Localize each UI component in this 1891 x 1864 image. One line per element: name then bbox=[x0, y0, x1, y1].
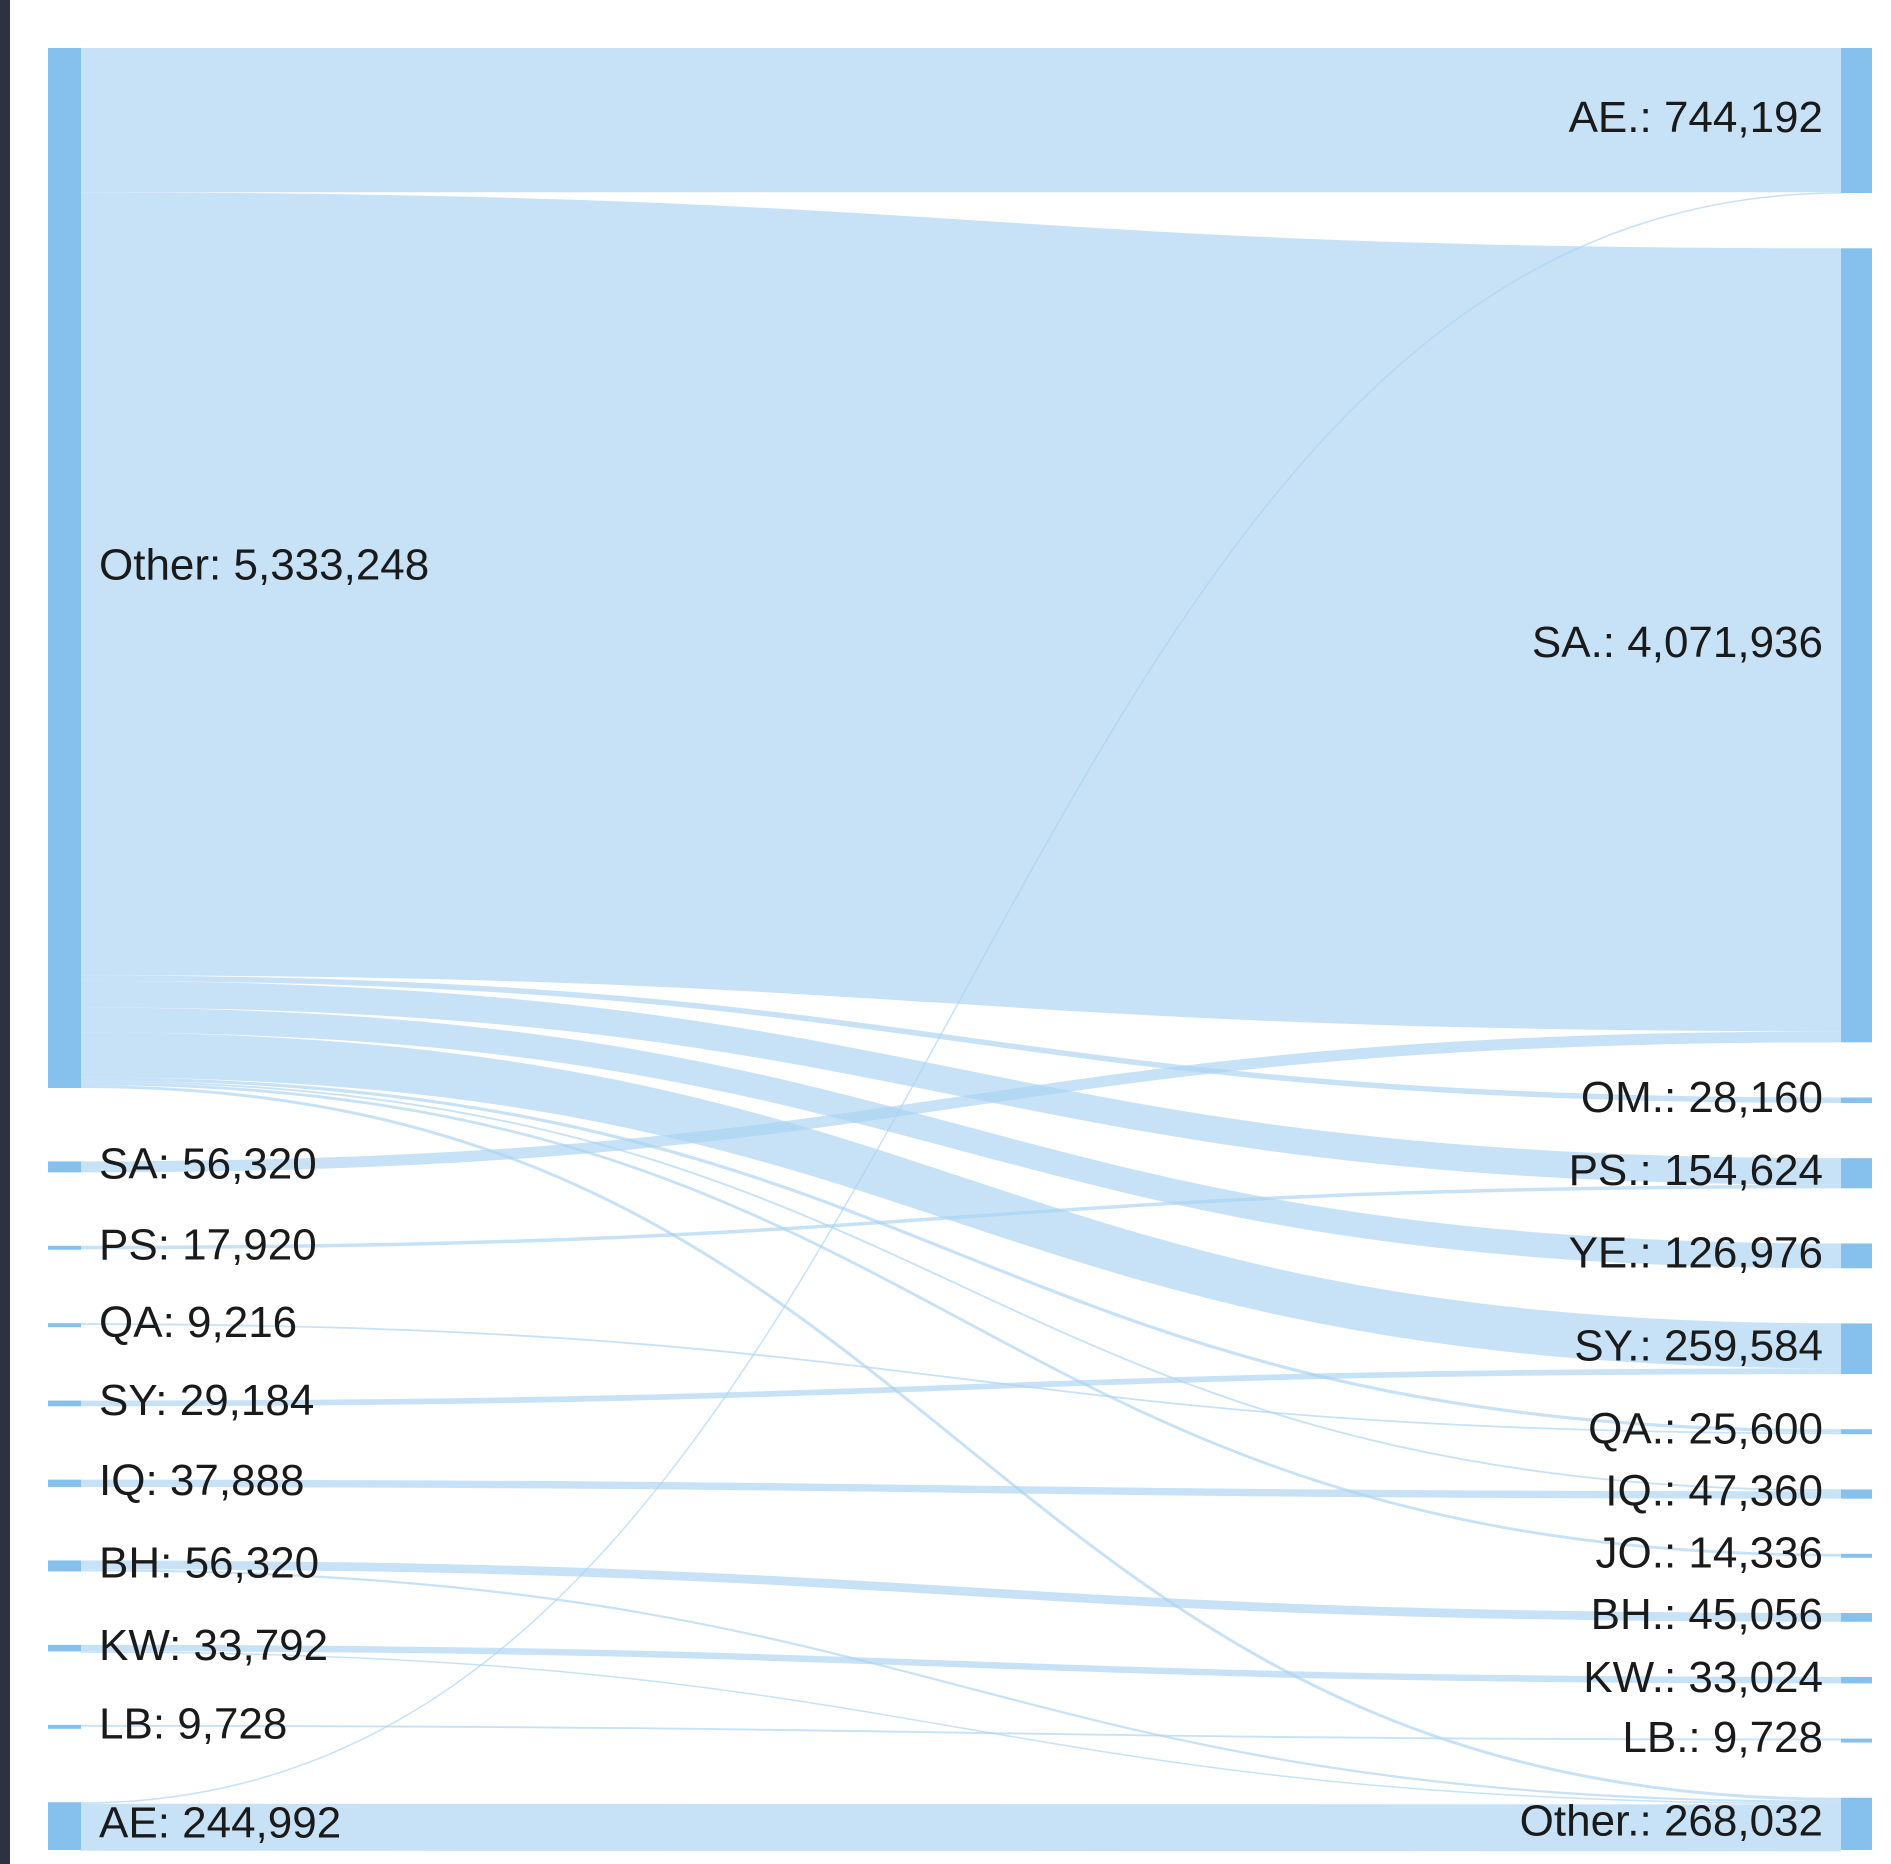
right-node bbox=[1841, 1097, 1872, 1103]
right-node bbox=[1841, 1243, 1872, 1269]
right-node-label: SY.: 259,584 bbox=[1574, 1321, 1823, 1370]
right-node-label: KW.: 33,024 bbox=[1583, 1653, 1823, 1702]
link bbox=[80, 1323, 1842, 1435]
link bbox=[80, 1077, 1842, 1433]
left-node-label: AE: 244,992 bbox=[99, 1799, 341, 1848]
link bbox=[80, 1724, 1842, 1741]
right-node bbox=[1841, 1797, 1872, 1850]
link bbox=[80, 1082, 1842, 1557]
link bbox=[80, 975, 1842, 1103]
right-node bbox=[1841, 1553, 1872, 1558]
link bbox=[80, 980, 1842, 1185]
left-node bbox=[48, 1724, 81, 1729]
right-node-label: QA.: 25,600 bbox=[1588, 1404, 1823, 1453]
right-node-label: IQ.: 47,360 bbox=[1605, 1467, 1823, 1516]
link bbox=[80, 192, 1842, 1804]
left-node-label: IQ: 37,888 bbox=[99, 1456, 304, 1505]
left-node bbox=[48, 48, 81, 1088]
left-node-label: Other: 5,333,248 bbox=[99, 541, 429, 590]
right-node-label: OM.: 28,160 bbox=[1581, 1073, 1823, 1122]
left-node-label: SA: 56,320 bbox=[99, 1140, 317, 1189]
link bbox=[80, 1644, 1842, 1684]
right-node bbox=[1841, 1612, 1872, 1622]
link bbox=[80, 1032, 1842, 1369]
link bbox=[80, 1368, 1842, 1407]
right-node-label: BH.: 45,056 bbox=[1591, 1590, 1823, 1639]
right-node-label: Other.: 268,032 bbox=[1520, 1796, 1823, 1845]
left-node-label: BH: 56,320 bbox=[99, 1539, 319, 1588]
right-node bbox=[1841, 1738, 1872, 1743]
left-node-label: LB: 9,728 bbox=[99, 1699, 287, 1748]
left-node-label: KW: 33,792 bbox=[99, 1621, 328, 1670]
link bbox=[80, 1560, 1842, 1622]
link bbox=[80, 1184, 1842, 1250]
left-node bbox=[48, 1323, 81, 1328]
left-node bbox=[48, 1161, 81, 1173]
right-node-label: SA.: 4,071,936 bbox=[1532, 618, 1823, 667]
left-node bbox=[48, 1560, 81, 1572]
link bbox=[80, 1080, 1842, 1492]
left-node bbox=[48, 1245, 81, 1250]
link bbox=[80, 1479, 1842, 1499]
window-edge bbox=[0, 0, 10, 1864]
link bbox=[80, 1031, 1842, 1173]
left-node bbox=[48, 1479, 81, 1488]
link bbox=[80, 192, 1842, 1032]
nodes: Other: 5,333,248 SA: 56,320 PS: 17,920 QA: … bbox=[48, 48, 1872, 1850]
right-node bbox=[1841, 48, 1872, 194]
left-node-label: SY: 29,184 bbox=[99, 1376, 314, 1425]
link bbox=[80, 1569, 1842, 1803]
left-node bbox=[48, 1400, 81, 1407]
right-node bbox=[1841, 1489, 1872, 1499]
left-node bbox=[48, 1644, 81, 1652]
right-node-label: JO.: 14,336 bbox=[1596, 1528, 1823, 1577]
right-node bbox=[1841, 1429, 1872, 1435]
right-node bbox=[1841, 1158, 1872, 1189]
right-node bbox=[1841, 248, 1872, 1043]
links bbox=[80, 47, 1842, 1852]
left-node-label: QA: 9,216 bbox=[99, 1298, 297, 1347]
link bbox=[80, 1085, 1842, 1801]
right-node bbox=[1841, 1676, 1872, 1684]
left-node-label: PS: 17,920 bbox=[99, 1220, 317, 1269]
link bbox=[80, 1007, 1842, 1269]
right-node-label: LB.: 9,728 bbox=[1622, 1713, 1823, 1762]
right-node bbox=[1841, 1323, 1872, 1375]
link bbox=[80, 1651, 1842, 1805]
right-node-label: PS.: 154,624 bbox=[1569, 1146, 1823, 1195]
right-node-label: YE.: 126,976 bbox=[1569, 1228, 1823, 1277]
right-node-label: AE.: 744,192 bbox=[1569, 93, 1823, 142]
left-node bbox=[48, 1802, 81, 1850]
link bbox=[80, 1803, 1842, 1852]
